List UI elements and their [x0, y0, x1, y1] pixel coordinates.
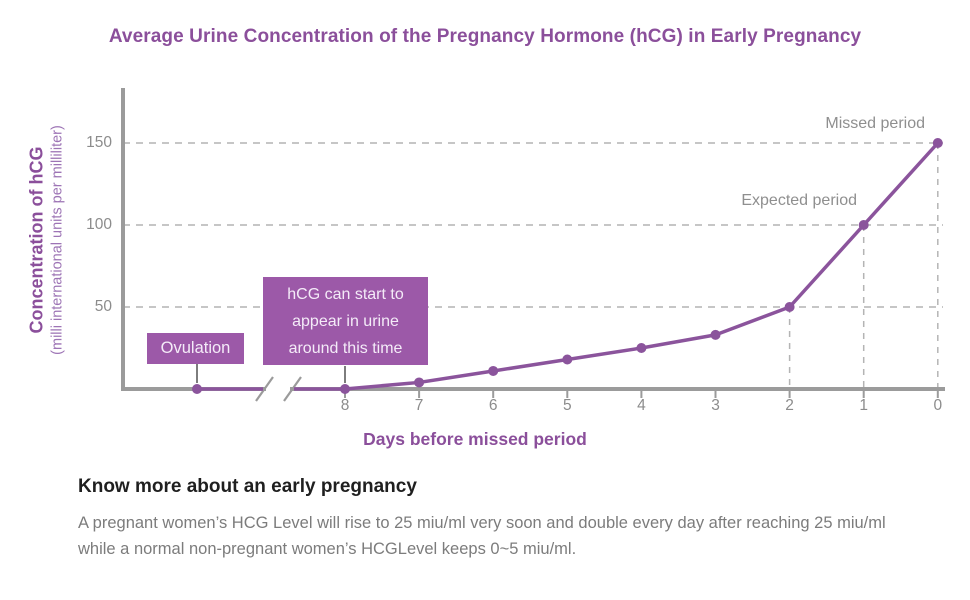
- x-tick-label-4: 4: [637, 397, 646, 414]
- x-tick-label-3: 3: [711, 397, 720, 414]
- data-point-day-7: [414, 377, 425, 388]
- data-point-day-5: [562, 354, 573, 365]
- x-tick-label-2: 2: [785, 397, 794, 414]
- y-tick-label-100: 100: [86, 216, 112, 233]
- footer-heading: Know more about an early pregnancy: [78, 476, 417, 497]
- data-point-day-2: [784, 302, 795, 312]
- missed-period-annotation: Missed period: [825, 115, 925, 132]
- y-tick-label-50: 50: [94, 298, 112, 315]
- x-tick-label-8: 8: [340, 397, 350, 414]
- data-point-day-4: [636, 343, 647, 353]
- data-point-day-3: [710, 329, 721, 340]
- y-axis-title: Concentration of hCG (milli internationa…: [27, 125, 66, 355]
- chart-title: Average Urine Concentration of the Pregn…: [108, 26, 862, 47]
- ovulation-label-box: Ovulation: [147, 333, 244, 364]
- x-tick-label-5: 5: [562, 397, 572, 414]
- expected-period-annotation: Expected period: [741, 192, 857, 209]
- footer-body: A pregnant women’s HCG Level will rise t…: [78, 514, 886, 558]
- y-axis-title-units: (milli international units per millilite…: [49, 125, 66, 355]
- x-axis-title: Days before missed period: [363, 429, 587, 449]
- x-tick-label-1: 1: [859, 397, 868, 414]
- data-point-day-1: [858, 220, 869, 230]
- data-point-day-8: [340, 384, 350, 394]
- y-axis-title-main: Concentration of hCG: [26, 146, 47, 334]
- hcg-callout-box: hCG can start to appear in urine around …: [263, 277, 428, 365]
- data-point-day-0: [932, 138, 943, 148]
- axis-break-slash-2: [283, 376, 302, 402]
- x-tick-label-0: 0: [933, 397, 943, 414]
- data-point-day-6: [488, 365, 499, 376]
- data-point-ovulation: [192, 384, 202, 394]
- x-tick-label-7: 7: [414, 397, 424, 414]
- y-tick-label-150: 150: [86, 134, 112, 151]
- axis-break-slash-1: [255, 376, 274, 402]
- x-tick-label-6: 6: [488, 397, 498, 414]
